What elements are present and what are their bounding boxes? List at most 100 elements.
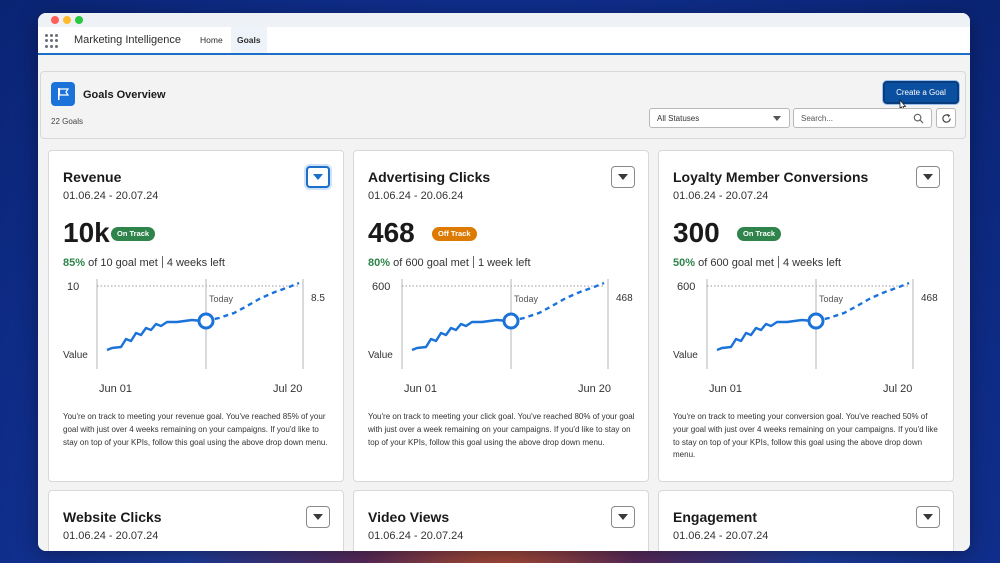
tab-home[interactable]: Home: [200, 35, 223, 45]
goal-trend-chart: 10 Value 8.5 Today Jun 01 Jul 20: [63, 279, 325, 395]
goal-progress-text: 80% of 600 goal met 1 week left: [368, 256, 531, 269]
search-placeholder: Search...: [801, 114, 834, 123]
goal-card: Engagement 01.06.24 - 20.07.24: [658, 490, 954, 551]
search-icon: [913, 113, 924, 124]
goal-title: Engagement: [673, 509, 758, 525]
goal-actions-dropdown-button[interactable]: [306, 506, 330, 528]
status-badge: Off Track: [432, 227, 477, 241]
goal-current-value: 10k: [63, 217, 110, 248]
today-marker: [807, 312, 825, 330]
minimize-window-button[interactable]: [63, 16, 71, 24]
goal-actions-dropdown-button[interactable]: [611, 506, 635, 528]
goal-time-left: 4 weeks left: [166, 257, 225, 269]
chevron-down-icon: [618, 174, 628, 180]
goal-date-range: 01.06.24 - 20.07.24: [368, 530, 464, 542]
goals-header-panel: Goals Overview 22 Goals Create a Goal Al…: [40, 71, 966, 139]
goal-card: Advertising Clicks 01.06.24 - 20.06.24 468…: [353, 150, 649, 482]
x-axis-end-label: Jul 20: [273, 383, 302, 395]
refresh-icon: [941, 113, 951, 123]
chevron-down-icon: [923, 174, 933, 180]
goal-current-value: 468: [368, 217, 415, 248]
status-badge: On Track: [111, 227, 156, 241]
y-axis-label: Value: [368, 350, 393, 361]
x-axis-end-label: Jun 20: [578, 383, 611, 395]
goal-percent-met: 80%: [368, 257, 391, 269]
goal-current-value: 300: [673, 217, 720, 248]
goal-date-range: 01.06.24 - 20.07.24: [673, 530, 769, 542]
goal-trend-chart: 600 Value 468 Today Jun 01 Jul 20: [673, 279, 938, 395]
maximize-window-button[interactable]: [75, 16, 83, 24]
app-name: Marketing Intelligence: [74, 34, 182, 46]
x-axis-start-label: Jun 01: [99, 383, 132, 395]
browser-window: Marketing Intelligence Home Goals Goals …: [38, 13, 970, 551]
goal-title: Revenue: [63, 169, 122, 185]
today-marker: [197, 312, 215, 330]
divider: [161, 256, 163, 268]
divider: [472, 256, 474, 268]
chevron-down-icon: [313, 514, 323, 520]
goal-card: Website Clicks 01.06.24 - 20.07.24: [48, 490, 344, 551]
app-navbar: Marketing Intelligence Home Goals: [38, 27, 970, 55]
status-badge: On Track: [737, 227, 782, 241]
goal-title: Video Views: [368, 509, 450, 525]
actual-trend-line: [716, 318, 816, 352]
close-window-button[interactable]: [51, 16, 59, 24]
end-value-label: 8.5: [311, 293, 325, 304]
chevron-down-icon: [618, 514, 628, 520]
goal-card: Revenue 01.06.24 - 20.07.24 10k On Track 85%…: [48, 150, 344, 482]
chevron-down-icon: [923, 514, 933, 520]
tab-goals[interactable]: Goals: [231, 27, 267, 55]
goal-description: You're on track to meeting your revenue …: [63, 412, 328, 447]
goal-description: You're on track to meeting your click go…: [368, 412, 635, 447]
goal-title: Loyalty Member Conversions: [673, 169, 869, 185]
goal-target-text: of 600 goal met: [393, 257, 469, 269]
goal-date-range: 01.06.24 - 20.06.24: [368, 190, 464, 202]
goal-actions-dropdown-button[interactable]: [916, 506, 940, 528]
x-axis-start-label: Jun 01: [709, 383, 742, 395]
goal-date-range: 01.06.24 - 20.07.24: [63, 190, 159, 202]
chevron-down-icon: [313, 174, 323, 180]
window-titlebar: [38, 13, 970, 27]
y-axis-label: Value: [673, 350, 698, 361]
chevron-down-icon: [773, 116, 781, 121]
app-launcher-icon[interactable]: [45, 34, 59, 48]
end-value-label: 468: [921, 293, 938, 304]
goal-actions-dropdown-button[interactable]: [916, 166, 940, 188]
goal-description: You're on track to meeting your conversi…: [673, 412, 938, 460]
page-title: Goals Overview: [83, 89, 166, 101]
goal-title: Advertising Clicks: [368, 169, 491, 185]
y-axis-label: Value: [63, 350, 88, 361]
goal-time-left: 4 weeks left: [782, 257, 842, 269]
goal-actions-dropdown-button[interactable]: [611, 166, 635, 188]
goal-percent-met: 85%: [63, 257, 86, 269]
today-label: Today: [514, 294, 539, 304]
goal-percent-met: 50%: [673, 257, 696, 269]
goal-count: 22 Goals: [51, 117, 84, 126]
actual-trend-line: [411, 318, 511, 352]
today-label: Today: [819, 294, 844, 304]
goal-trend-chart: 600 Value 468 Today Jun 01 Jun 20: [368, 279, 633, 395]
end-value-label: 468: [616, 293, 633, 304]
today-label: Today: [209, 294, 234, 304]
goal-actions-dropdown-button[interactable]: [306, 166, 330, 188]
goal-date-range: 01.06.24 - 20.07.24: [63, 530, 159, 542]
status-filter-value: All Statuses: [657, 114, 700, 123]
actual-trend-line: [106, 318, 206, 352]
goal-progress-text: 85% of 10 goal met 4 weeks left: [63, 256, 225, 269]
today-marker: [502, 312, 520, 330]
status-filter-select[interactable]: All Statuses: [649, 108, 790, 128]
goal-title: Website Clicks: [63, 509, 162, 525]
refresh-button[interactable]: [936, 108, 956, 128]
goal-time-left: 1 week left: [477, 257, 531, 269]
goal-date-range: 01.06.24 - 20.07.24: [673, 190, 769, 202]
x-axis-end-label: Jul 20: [883, 383, 912, 395]
create-goal-button[interactable]: Create a Goal: [883, 81, 959, 104]
x-axis-start-label: Jun 01: [404, 383, 437, 395]
flag-icon: [51, 82, 75, 106]
goal-card: Video Views 01.06.24 - 20.07.24: [353, 490, 649, 551]
divider: [777, 256, 779, 268]
goal-target-text: of 600 goal met: [698, 257, 774, 269]
main-content: Goals Overview 22 Goals Create a Goal Al…: [38, 55, 970, 551]
goal-target-text: of 10 goal met: [88, 257, 158, 269]
search-input[interactable]: Search...: [793, 108, 932, 128]
